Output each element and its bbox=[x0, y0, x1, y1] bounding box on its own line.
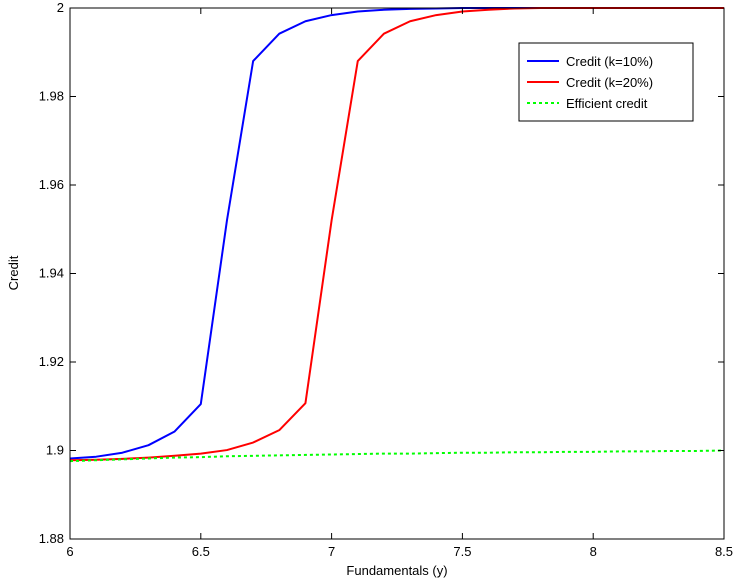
x-tick-label: 6.5 bbox=[192, 544, 210, 559]
x-tick-label: 8.5 bbox=[715, 544, 733, 559]
legend-entry-2: Credit (k=20%) bbox=[566, 75, 653, 90]
legend: Credit (k=10%) Credit (k=20%) Efficient cr… bbox=[518, 42, 694, 122]
legend-entry-1: Credit (k=10%) bbox=[566, 54, 653, 69]
y-tick-label: 1.94 bbox=[39, 266, 64, 281]
y-tick-label: 1.96 bbox=[39, 177, 64, 192]
ticks-layer: 6 6.5 7 7.5 8 8.5 1.88 1.9 1.92 1.94 1.96 1.98 2 bbox=[39, 0, 733, 559]
y-tick-label: 1.92 bbox=[39, 354, 64, 369]
legend-entry-3: Efficient credit bbox=[566, 96, 648, 111]
y-tick-label: 1.9 bbox=[46, 443, 64, 458]
x-axis-label: Fundamentals (y) bbox=[346, 563, 447, 578]
x-tick-label: 7 bbox=[328, 544, 335, 559]
y-tick-label: 2 bbox=[57, 0, 64, 15]
y-axis-label: Credit bbox=[6, 255, 21, 290]
x-tick-label: 8 bbox=[590, 544, 597, 559]
x-tick-label: 7.5 bbox=[453, 544, 471, 559]
x-tick-label: 6 bbox=[66, 544, 73, 559]
y-tick-label: 1.88 bbox=[39, 531, 64, 546]
series-line-3 bbox=[69, 449, 725, 463]
y-tick-label: 1.98 bbox=[39, 89, 64, 104]
